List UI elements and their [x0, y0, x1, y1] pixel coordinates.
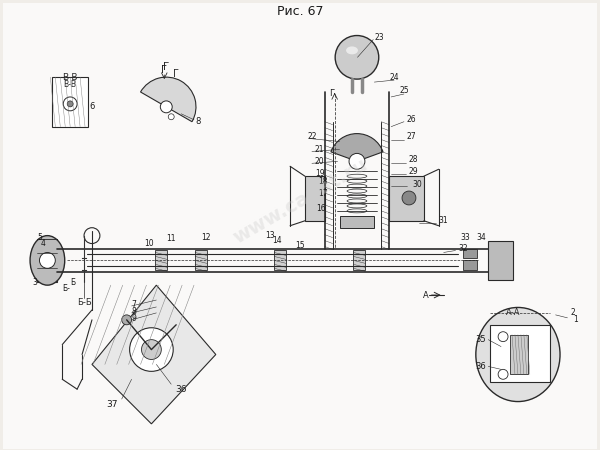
Text: 9: 9 [131, 315, 136, 324]
Text: 28: 28 [409, 155, 418, 164]
Text: Б-: Б- [62, 284, 70, 292]
Bar [37, 238, 58, 282]
Text: 32: 32 [458, 244, 468, 253]
Circle shape [130, 328, 173, 371]
Circle shape [160, 101, 172, 113]
Text: 29: 29 [409, 167, 419, 176]
Text: 36: 36 [475, 362, 485, 371]
Text: 16: 16 [316, 204, 325, 213]
Text: Б: Б [70, 278, 76, 287]
Text: 22: 22 [308, 132, 317, 141]
Text: 26: 26 [407, 115, 416, 124]
Text: 34: 34 [476, 233, 486, 242]
Bar [353, 251, 365, 270]
Text: 6: 6 [89, 102, 95, 111]
Text: 25: 25 [399, 86, 409, 94]
Bar [274, 251, 286, 270]
Bar [389, 176, 424, 221]
Text: 31: 31 [439, 216, 448, 225]
Text: Г: Г [161, 65, 167, 75]
Text: 1: 1 [573, 315, 578, 324]
Text: 3: 3 [32, 278, 37, 287]
Text: В-В: В-В [62, 72, 78, 81]
Text: А: А [423, 291, 428, 300]
Bar [510, 335, 528, 374]
Text: 5: 5 [37, 233, 43, 242]
Text: 21: 21 [315, 145, 325, 154]
Bar [463, 261, 478, 270]
Text: www.canat.ru: www.canat.ru [229, 155, 371, 247]
Text: Рис. 67: Рис. 67 [277, 4, 323, 18]
Wedge shape [140, 77, 196, 122]
Circle shape [335, 36, 379, 79]
Text: В-В: В-В [64, 80, 77, 89]
Text: 8: 8 [131, 307, 136, 316]
Bar [155, 251, 167, 270]
Bar [488, 241, 513, 280]
Text: Б-Б: Б-Б [77, 297, 91, 306]
Text: 19: 19 [315, 169, 325, 178]
Text: 33: 33 [460, 233, 470, 242]
Bar [490, 325, 550, 382]
Circle shape [402, 191, 416, 205]
Text: Г: Г [329, 90, 334, 99]
Circle shape [498, 369, 508, 379]
Text: 2: 2 [570, 308, 575, 317]
Polygon shape [92, 285, 216, 424]
Bar [52, 77, 88, 126]
Circle shape [67, 101, 73, 107]
Circle shape [142, 340, 161, 360]
Text: 15: 15 [295, 241, 305, 250]
Circle shape [498, 332, 508, 342]
Text: 27: 27 [407, 132, 416, 141]
Circle shape [40, 252, 55, 268]
Text: 13: 13 [265, 231, 275, 240]
Circle shape [122, 315, 131, 325]
Text: А-А: А-А [506, 308, 520, 317]
Text: 23: 23 [374, 33, 384, 42]
Text: 14: 14 [272, 236, 282, 245]
Text: Г: Г [163, 62, 169, 72]
Text: 20: 20 [315, 157, 325, 166]
Bar [340, 216, 374, 228]
Bar [305, 176, 325, 221]
Text: 37: 37 [106, 400, 118, 409]
Text: 7: 7 [131, 301, 136, 310]
Circle shape [63, 97, 77, 111]
Ellipse shape [476, 307, 560, 401]
Text: 8: 8 [195, 117, 200, 126]
Text: 35: 35 [475, 335, 485, 344]
Circle shape [349, 153, 365, 169]
Text: 17: 17 [318, 189, 328, 198]
Text: 12: 12 [201, 233, 211, 242]
Text: 36: 36 [175, 385, 187, 394]
Text: Г: Г [173, 69, 179, 79]
Bar [463, 248, 478, 258]
Text: 18: 18 [318, 177, 328, 186]
Ellipse shape [30, 236, 65, 285]
Wedge shape [331, 134, 383, 162]
Text: 30: 30 [412, 180, 422, 189]
Text: 4: 4 [40, 239, 46, 248]
Text: 11: 11 [166, 234, 176, 243]
Bar [195, 251, 207, 270]
Text: 24: 24 [389, 72, 399, 81]
Ellipse shape [346, 46, 358, 54]
Text: 10: 10 [145, 239, 154, 248]
Circle shape [168, 114, 174, 120]
